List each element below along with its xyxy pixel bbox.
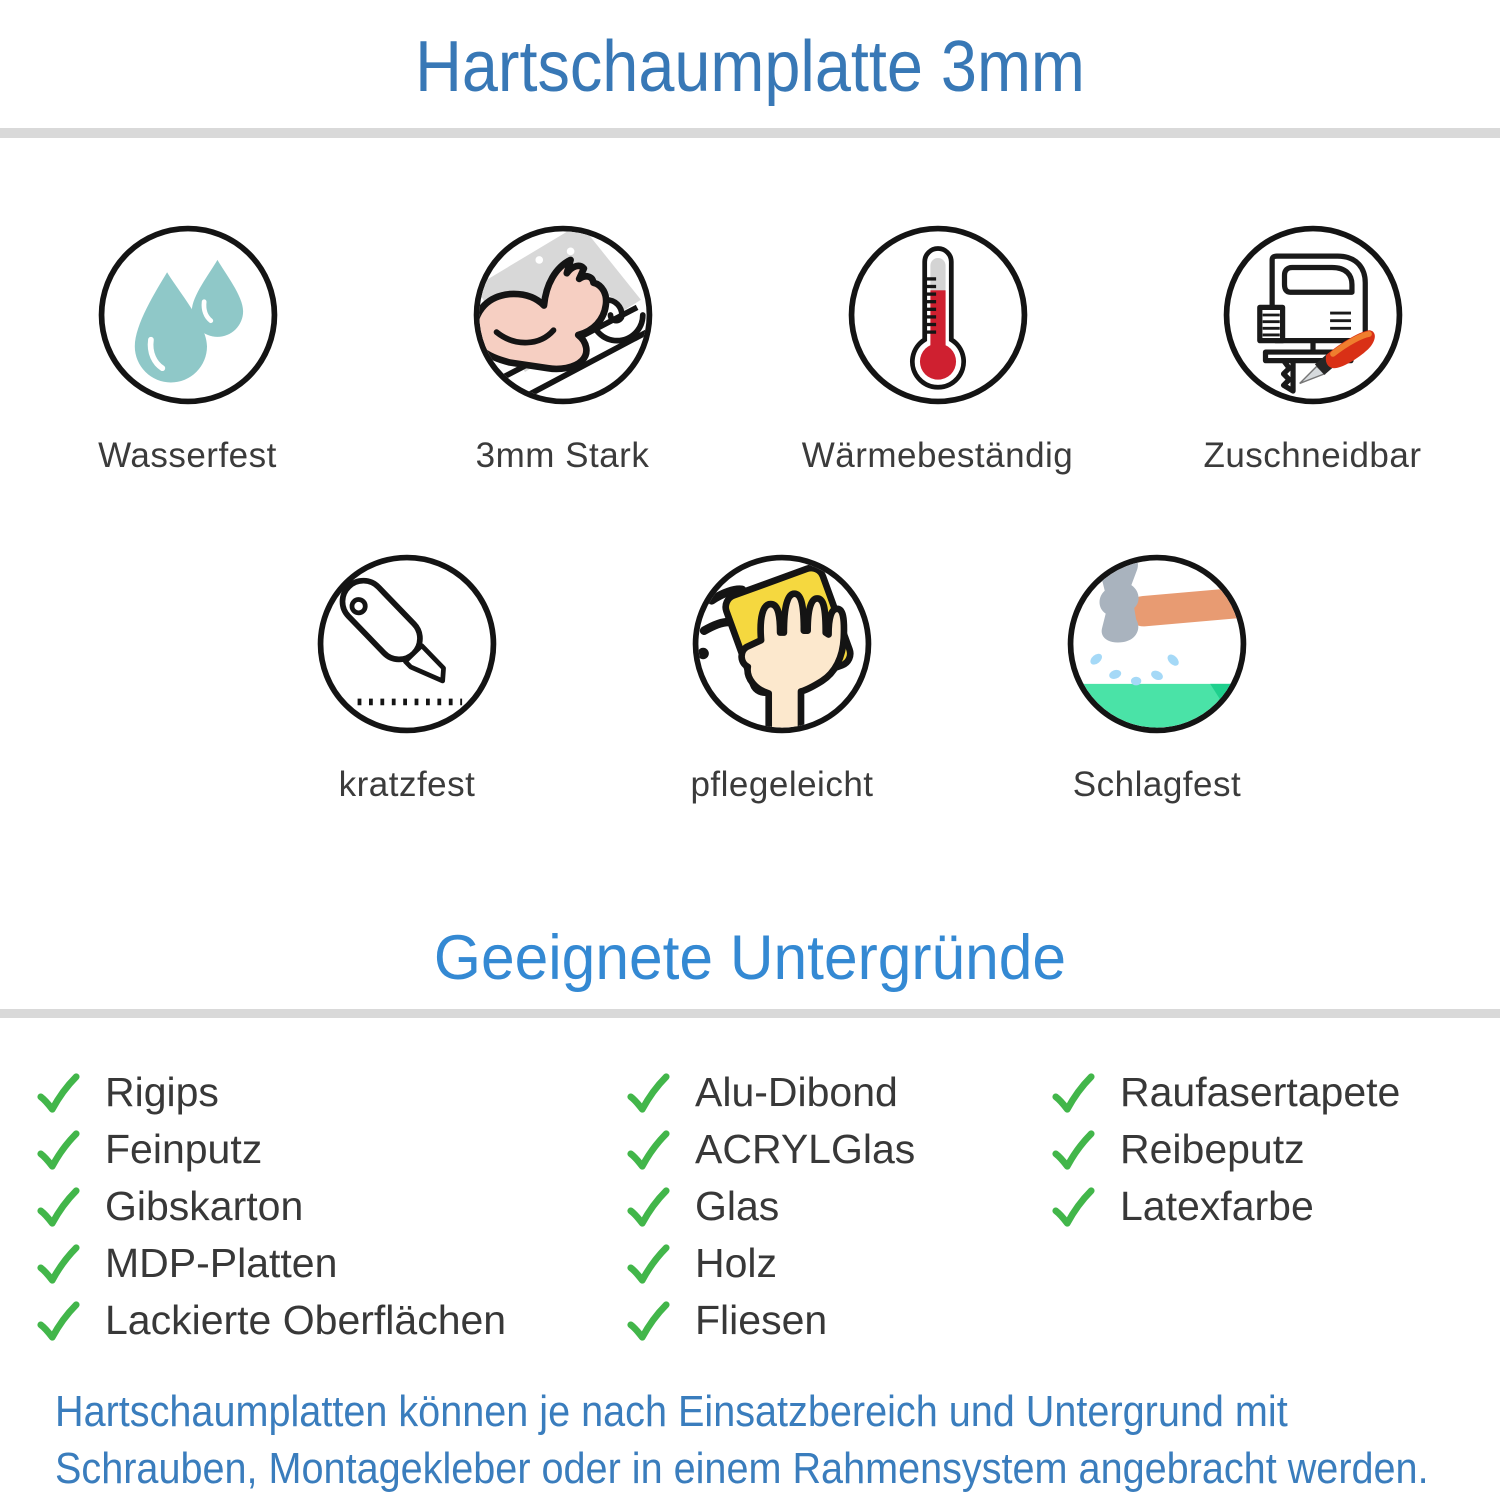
check-icon [627, 1300, 670, 1341]
list-item: Raufasertapete [1050, 1064, 1400, 1121]
list-item: Gibskarton [35, 1178, 625, 1235]
page-title: Hartschaumplatte 3mm [415, 27, 1085, 107]
feature-label: Zuschneidbar [1203, 436, 1422, 475]
check-icon [627, 1129, 670, 1170]
feature-label: Wasserfest [98, 436, 277, 475]
feature-label: 3mm Stark [475, 436, 650, 475]
jigsaw-knife-icon [1218, 220, 1408, 410]
water-drops-icon [93, 220, 283, 410]
divider [0, 128, 1500, 138]
list-item: MDP-Platten [35, 1235, 625, 1292]
substrate-label: Feinputz [105, 1126, 263, 1172]
footer-line-1: Hartschaumplatten können je nach Einsatz… [55, 1387, 1288, 1436]
list-item: Latexfarbe [1050, 1178, 1400, 1235]
substrate-label: Glas [695, 1183, 780, 1229]
substrates-column-3: Raufasertapete Reibeputz Latexfarbe [1050, 1064, 1400, 1349]
check-icon [1052, 1129, 1095, 1170]
feature-wasserfest: Wasserfest [0, 220, 375, 476]
list-item: ACRYLGlas [625, 1121, 1050, 1178]
substrate-label: Rigips [105, 1069, 219, 1115]
feature-label: Schlagfest [1072, 765, 1242, 804]
check-icon [627, 1072, 670, 1113]
list-item: Rigips [35, 1064, 625, 1121]
check-icon [627, 1243, 670, 1284]
feature-zuschneidbar: Zuschneidbar [1125, 220, 1500, 476]
list-item: Reibeputz [1050, 1121, 1400, 1178]
features-row-1: Wasserfest [0, 220, 1500, 476]
feature-3mm-stark: 3mm Stark [375, 220, 750, 476]
feature-label: pflegeleicht [690, 765, 874, 804]
flexed-arm-roll-icon [468, 220, 658, 410]
list-item: Alu-Dibond [625, 1064, 1050, 1121]
utility-knife-icon [312, 549, 502, 739]
features-row-2: kratzfest pfle [0, 549, 1500, 805]
section-title-untergruende: Geeignete Untergründe [433, 923, 1067, 993]
footer-line-2: Schrauben, Montagekleber oder in einem R… [55, 1444, 1429, 1493]
list-item: Holz [625, 1235, 1050, 1292]
thermometer-icon [843, 220, 1033, 410]
divider [0, 1009, 1500, 1018]
feature-schlagfest: Schlagfest [970, 549, 1345, 805]
list-item: Feinputz [35, 1121, 625, 1178]
substrate-label: Gibskarton [105, 1183, 304, 1229]
substrate-label: Raufasertapete [1120, 1069, 1401, 1115]
check-icon [37, 1300, 80, 1341]
check-icon [37, 1243, 80, 1284]
substrate-label: ACRYLGlas [695, 1126, 916, 1172]
check-icon [1052, 1186, 1095, 1227]
footer-note: Hartschaumplatten können je nach Einsatz… [55, 1383, 1429, 1497]
substrate-label: Holz [695, 1240, 778, 1286]
substrate-label: Alu-Dibond [695, 1069, 898, 1115]
feature-kratzfest: kratzfest [220, 549, 595, 805]
check-icon [1052, 1072, 1095, 1113]
substrates-column-1: Rigips Feinputz Gibskarton MDP-Platten L… [35, 1064, 625, 1349]
check-icon [37, 1129, 80, 1170]
feature-label: Wärmebeständig [801, 436, 1074, 475]
substrate-label: Reibeputz [1120, 1126, 1305, 1172]
check-icon [627, 1186, 670, 1227]
feature-waermebestaendig: Wärmebeständig [750, 220, 1125, 476]
substrates-column-2: Alu-Dibond ACRYLGlas Glas Holz Fliesen [625, 1064, 1050, 1349]
check-icon [37, 1072, 80, 1113]
substrates-list: Rigips Feinputz Gibskarton MDP-Platten L… [35, 1064, 1400, 1349]
list-item: Lackierte Oberflächen [35, 1292, 625, 1349]
hand-cloth-icon [687, 549, 877, 739]
hammer-icon [1062, 549, 1252, 739]
list-item: Glas [625, 1178, 1050, 1235]
substrate-label: Lackierte Oberflächen [105, 1297, 507, 1343]
feature-label: kratzfest [338, 765, 476, 804]
check-icon [37, 1186, 80, 1227]
list-item: Fliesen [625, 1292, 1050, 1349]
substrate-label: Fliesen [695, 1297, 828, 1343]
feature-pflegeleicht: pflegeleicht [595, 549, 970, 805]
substrate-label: Latexfarbe [1120, 1183, 1314, 1229]
substrate-label: MDP-Platten [105, 1240, 338, 1286]
